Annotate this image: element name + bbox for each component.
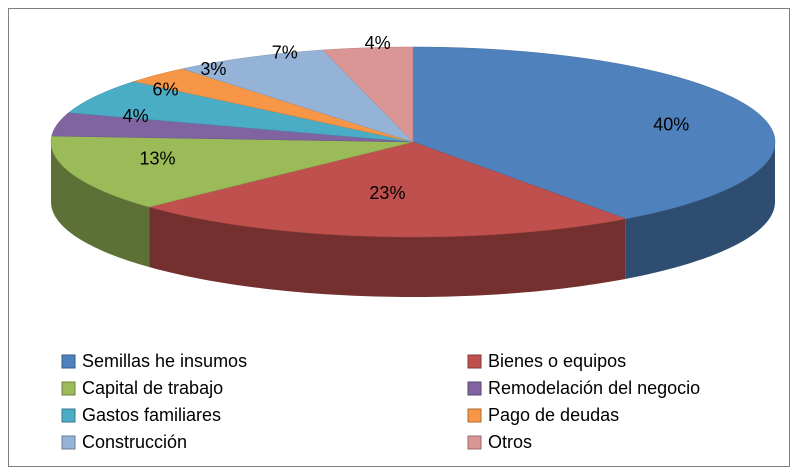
legend-label: Semillas he insumos: [82, 351, 247, 371]
data-label: 6%: [153, 79, 179, 99]
slice: [51, 112, 414, 143]
data-label: 4%: [123, 106, 149, 126]
legend-swatch: [61, 381, 76, 396]
slice: [133, 68, 414, 143]
slice-side: [51, 142, 150, 268]
data-label: 40%: [653, 115, 689, 135]
slice: [412, 46, 776, 220]
data-label: 4%: [365, 33, 391, 53]
slice: [68, 81, 414, 143]
legend-swatch: [467, 381, 482, 396]
slice-side: [149, 207, 626, 297]
legend-label: Bienes o equipos: [488, 351, 626, 371]
legend-swatch: [467, 408, 482, 423]
legend-swatch: [61, 435, 76, 450]
slice: [50, 135, 414, 208]
slice: [181, 49, 414, 143]
data-label: 7%: [272, 42, 298, 62]
legend-swatch: [467, 435, 482, 450]
legend-swatch: [467, 354, 482, 369]
data-label: 3%: [200, 59, 226, 79]
data-label: 23%: [369, 183, 405, 203]
legend-label: Capital de trabajo: [82, 378, 223, 398]
slice: [322, 46, 414, 143]
slice: [148, 141, 627, 238]
legend-label: Remodelación del negocio: [488, 378, 700, 398]
legend-swatch: [61, 354, 76, 369]
data-label: 13%: [140, 148, 176, 168]
legend-label: Construcción: [82, 432, 187, 452]
legend-label: Gastos familiares: [82, 405, 221, 425]
legend-label: Pago de deudas: [488, 405, 619, 425]
slice-side: [625, 142, 775, 279]
legend-label: Otros: [488, 432, 532, 452]
legend-swatch: [61, 408, 76, 423]
